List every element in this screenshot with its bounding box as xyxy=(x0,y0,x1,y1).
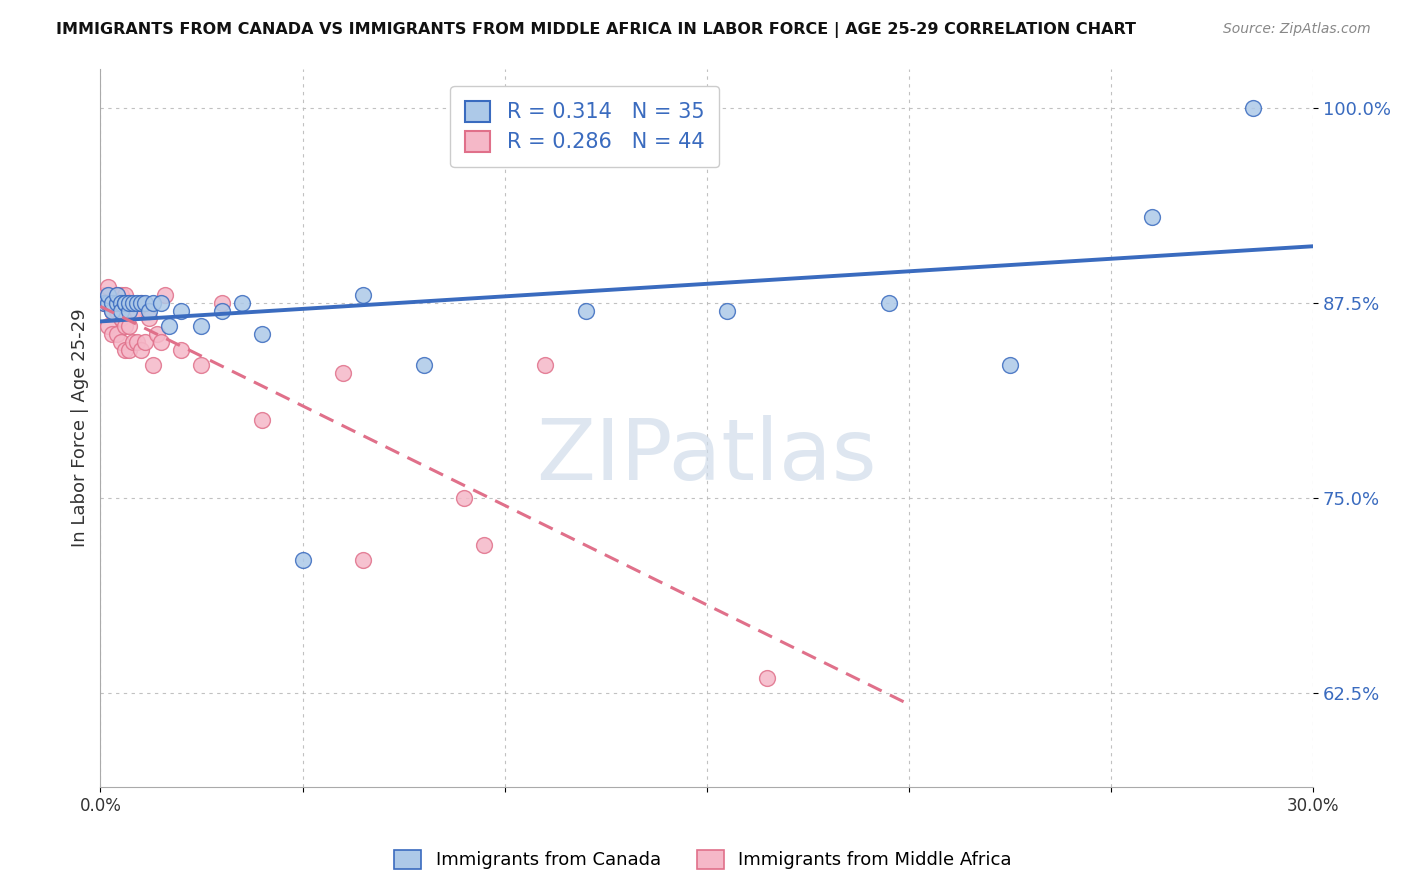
Point xyxy=(146,326,169,341)
Point xyxy=(332,366,354,380)
Point xyxy=(998,358,1021,372)
Point xyxy=(114,288,136,302)
Point xyxy=(114,343,136,357)
Point xyxy=(756,671,779,685)
Point xyxy=(190,358,212,372)
Point xyxy=(114,319,136,334)
Point xyxy=(129,295,152,310)
Point xyxy=(114,295,136,310)
Point xyxy=(211,303,233,318)
Point xyxy=(134,334,156,349)
Point xyxy=(150,334,173,349)
Point xyxy=(125,295,148,310)
Point xyxy=(352,288,374,302)
Point xyxy=(453,491,475,505)
Point xyxy=(97,319,120,334)
Point xyxy=(118,303,141,318)
Point xyxy=(101,326,124,341)
Point xyxy=(93,288,115,302)
Point xyxy=(105,288,128,302)
Point xyxy=(211,295,233,310)
Point xyxy=(121,334,143,349)
Point xyxy=(153,288,176,302)
Point xyxy=(291,553,314,567)
Point xyxy=(125,334,148,349)
Point xyxy=(129,343,152,357)
Text: IMMIGRANTS FROM CANADA VS IMMIGRANTS FROM MIDDLE AFRICA IN LABOR FORCE | AGE 25-: IMMIGRANTS FROM CANADA VS IMMIGRANTS FRO… xyxy=(56,22,1136,38)
Point xyxy=(170,303,193,318)
Point xyxy=(101,303,124,318)
Point xyxy=(101,295,124,310)
Point xyxy=(105,288,128,302)
Point xyxy=(142,358,165,372)
Point xyxy=(250,413,273,427)
Point xyxy=(101,295,124,310)
Point xyxy=(190,319,212,334)
Point xyxy=(97,288,120,302)
Legend: Immigrants from Canada, Immigrants from Middle Africa: Immigrants from Canada, Immigrants from … xyxy=(385,841,1021,879)
Point xyxy=(1241,101,1264,115)
Point xyxy=(97,295,120,310)
Point xyxy=(114,295,136,310)
Point xyxy=(474,538,496,552)
Point xyxy=(110,334,132,349)
Point xyxy=(118,295,141,310)
Point xyxy=(105,303,128,318)
Point xyxy=(101,303,124,318)
Point xyxy=(105,326,128,341)
Point xyxy=(110,288,132,302)
Point xyxy=(534,358,557,372)
Point xyxy=(142,295,165,310)
Point xyxy=(105,295,128,310)
Legend: R = 0.314   N = 35, R = 0.286   N = 44: R = 0.314 N = 35, R = 0.286 N = 44 xyxy=(450,87,718,167)
Point xyxy=(93,295,115,310)
Point xyxy=(250,326,273,341)
Point xyxy=(150,295,173,310)
Point xyxy=(877,295,900,310)
Point xyxy=(157,319,180,334)
Point xyxy=(97,280,120,294)
Point xyxy=(574,303,596,318)
Point xyxy=(1140,210,1163,224)
Point xyxy=(138,303,160,318)
Point xyxy=(231,295,253,310)
Point xyxy=(352,553,374,567)
Point xyxy=(118,343,141,357)
Point xyxy=(97,295,120,310)
Point xyxy=(121,295,143,310)
Point xyxy=(118,295,141,310)
Point xyxy=(110,303,132,318)
Point xyxy=(412,358,434,372)
Point xyxy=(134,295,156,310)
Point xyxy=(129,295,152,310)
Point xyxy=(114,303,136,318)
Point xyxy=(118,319,141,334)
Text: ZIPatlas: ZIPatlas xyxy=(537,415,877,498)
Y-axis label: In Labor Force | Age 25-29: In Labor Force | Age 25-29 xyxy=(72,309,89,547)
Point xyxy=(716,303,738,318)
Point xyxy=(110,311,132,326)
Point xyxy=(110,295,132,310)
Point xyxy=(125,303,148,318)
Point xyxy=(93,295,115,310)
Text: Source: ZipAtlas.com: Source: ZipAtlas.com xyxy=(1223,22,1371,37)
Point xyxy=(138,311,160,326)
Point xyxy=(121,303,143,318)
Point xyxy=(170,343,193,357)
Point xyxy=(110,295,132,310)
